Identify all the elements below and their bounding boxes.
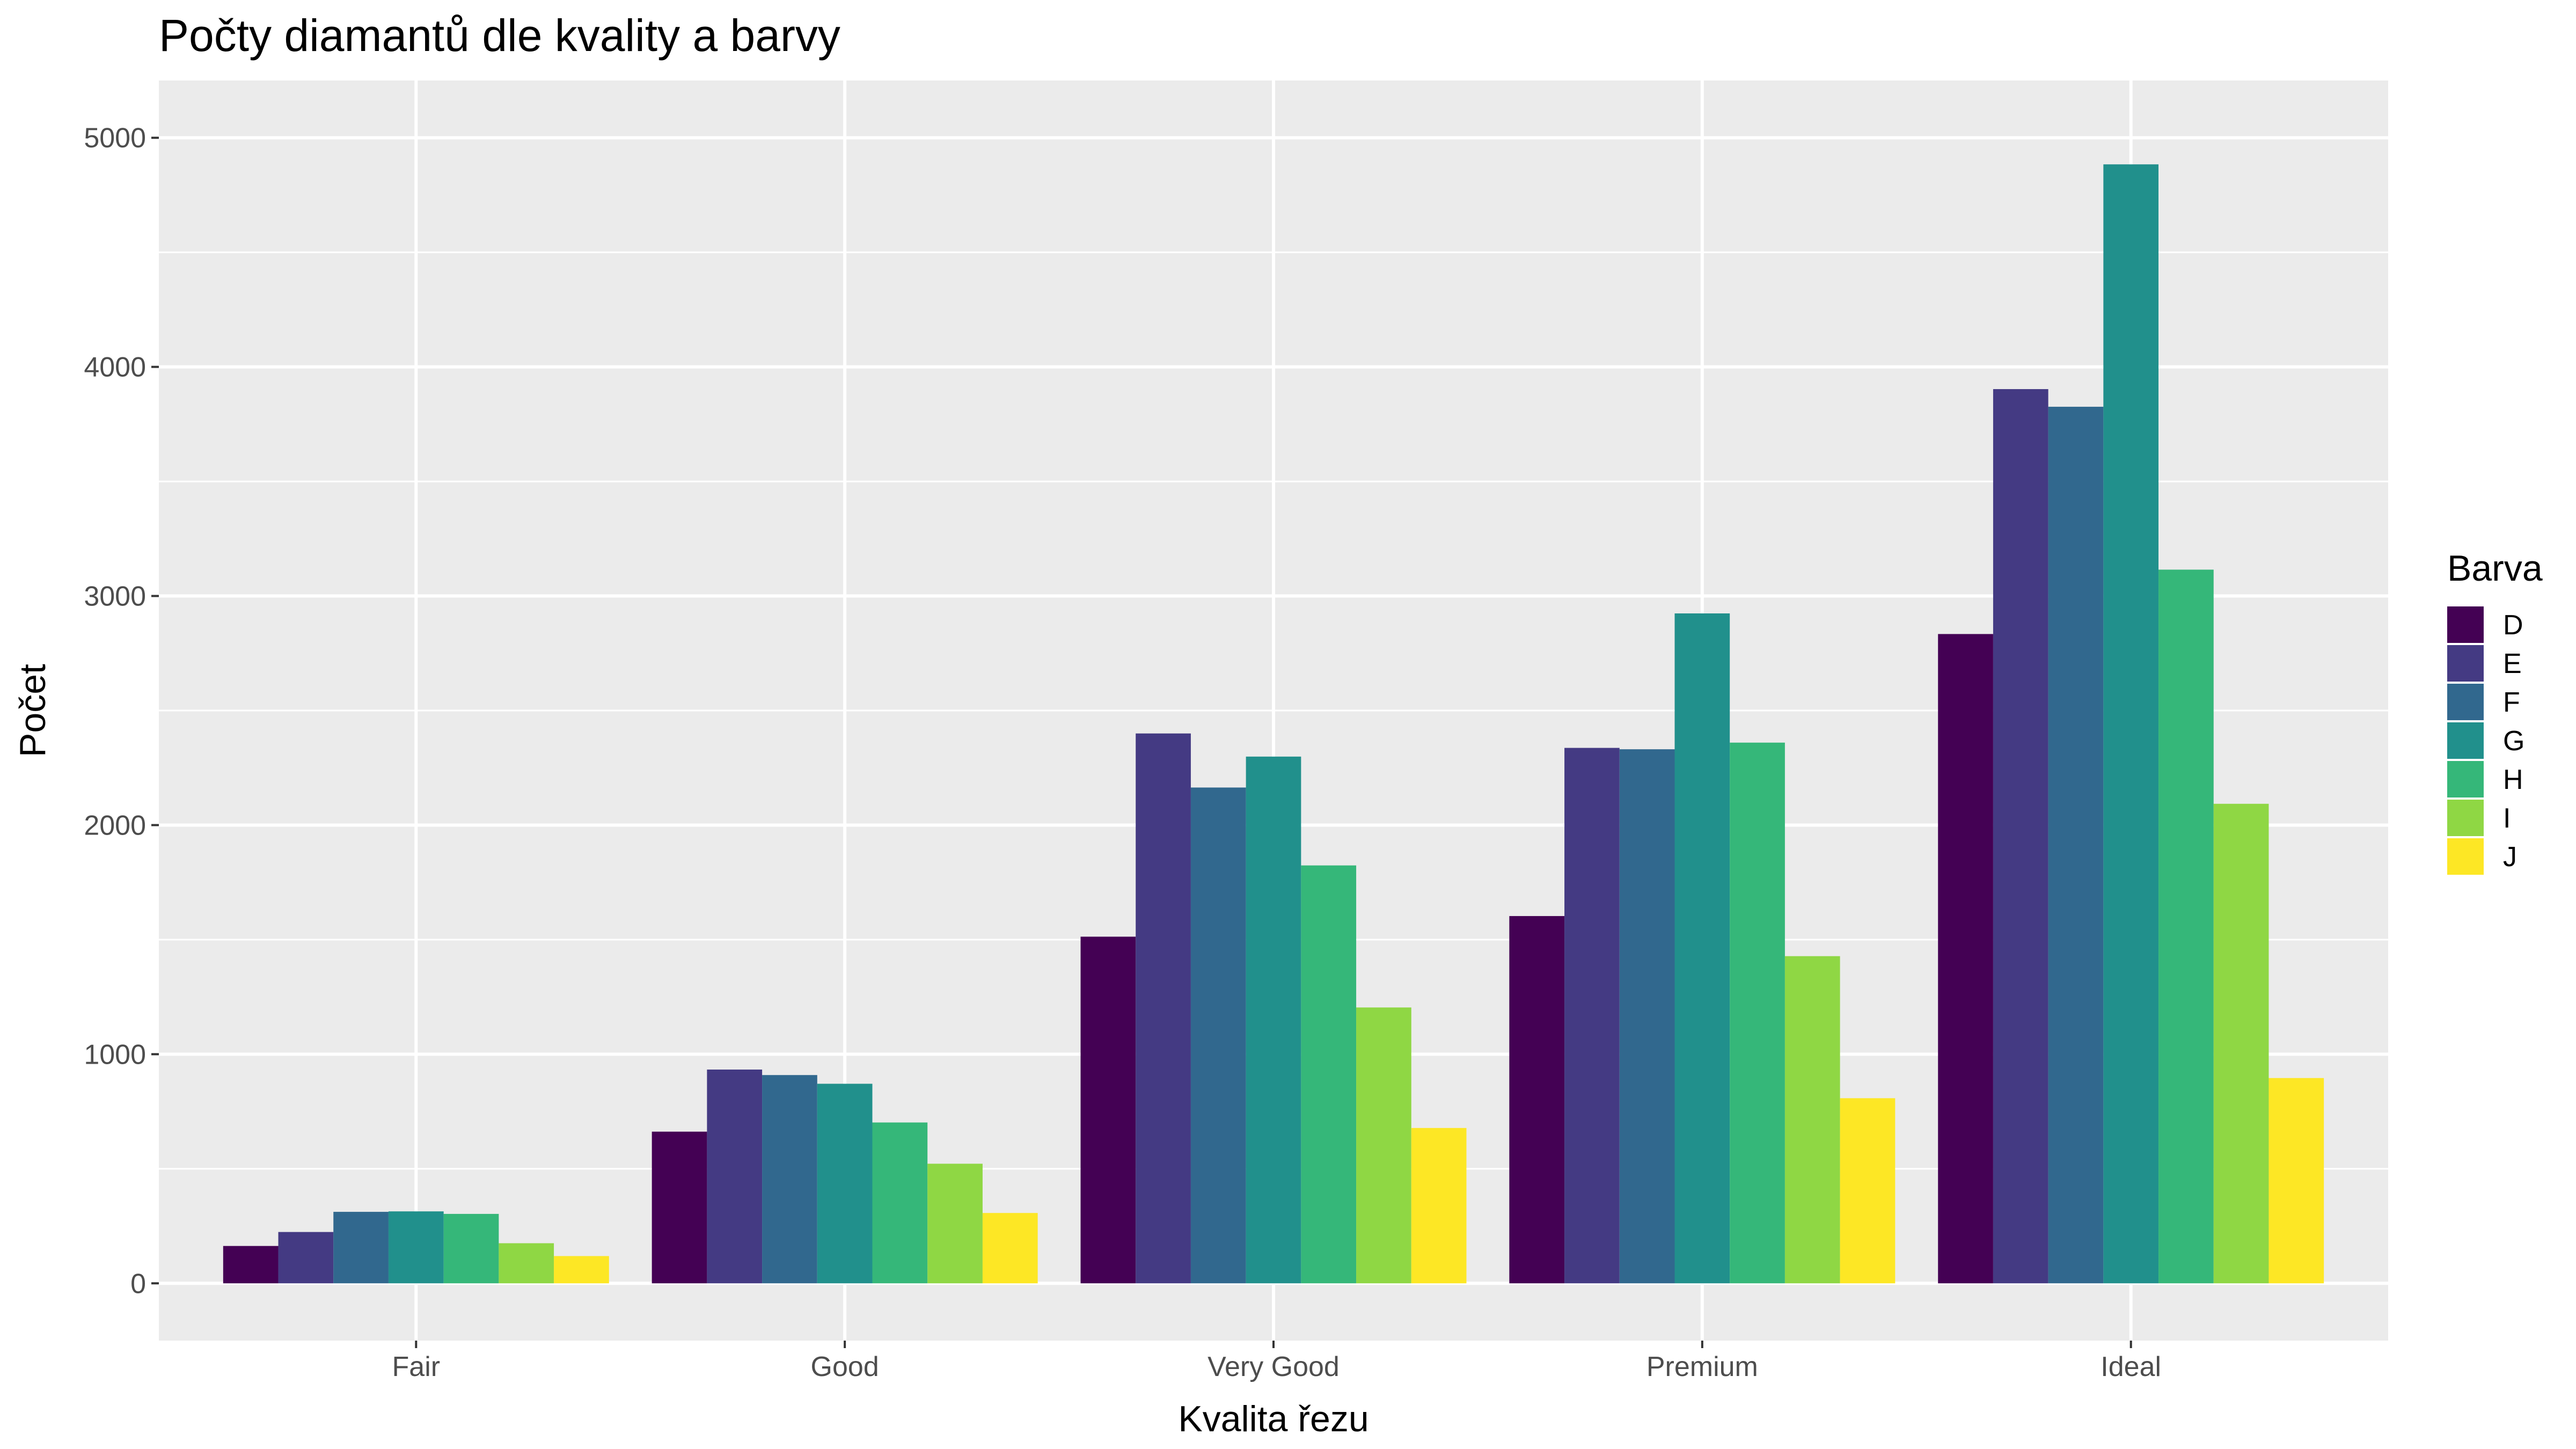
legend-label-h: H [2503,764,2523,795]
bar-good-f [762,1075,817,1284]
bar-ideal-i [2213,803,2269,1284]
legend-key-j [2447,838,2484,875]
y-tick-label: 4000 [84,352,146,383]
bar-very-good-d [1080,936,1136,1284]
legend-label-d: D [2503,610,2523,641]
bar-premium-i [1784,956,1840,1284]
bar-very-good-g [1246,756,1301,1284]
legend-label-f: F [2503,687,2520,718]
bar-premium-h [1730,742,1785,1284]
y-tick-label: 0 [130,1268,146,1299]
chart-title: Počty diamantů dle kvality a barvy [159,10,840,61]
legend-title: Barva [2447,548,2543,589]
bar-good-e [707,1069,763,1284]
bar-fair-d [223,1246,279,1284]
bar-fair-g [388,1211,444,1284]
y-axis: 0 1000 2000 3000 4000 5000 [84,123,159,1299]
x-tick-label: Good [811,1351,879,1382]
bar-fair-i [499,1243,554,1284]
bar-premium-e [1564,748,1620,1284]
bar-ideal-f [2048,406,2104,1284]
x-tick-label: Very Good [1208,1351,1340,1382]
bar-premium-f [1619,749,1675,1284]
bar-ideal-h [2158,569,2214,1284]
x-axis-title: Kvalita řezu [1178,1399,1368,1439]
x-axis: Fair Good Very Good Premium Ideal [392,1341,2161,1382]
bar-very-good-h [1301,865,1357,1284]
bar-premium-j [1840,1098,1896,1284]
legend-key-i [2447,800,2484,836]
legend-key-g [2447,722,2484,759]
bars [223,164,2324,1284]
bar-fair-j [554,1256,609,1284]
legend-label-e: E [2503,648,2522,679]
bar-ideal-j [2268,1078,2324,1284]
bar-very-good-e [1136,733,1191,1284]
legend-label-g: G [2503,726,2524,757]
legend-key-d [2447,606,2484,643]
bar-good-d [652,1131,707,1284]
bar-very-good-j [1411,1128,1467,1284]
bar-ideal-e [1993,389,2048,1284]
y-tick-label: 5000 [84,123,146,154]
x-tick-label: Ideal [2101,1351,2161,1382]
y-axis-title: Počet [12,664,53,757]
legend-label-i: I [2503,803,2511,834]
y-tick-label: 3000 [84,581,146,612]
bar-very-good-f [1190,787,1246,1284]
legend-key-e [2447,645,2484,682]
bar-premium-d [1509,916,1565,1284]
bar-very-good-i [1356,1007,1411,1284]
bar-good-h [872,1122,928,1284]
bar-fair-h [443,1213,499,1284]
y-tick-label: 1000 [84,1039,146,1070]
y-tick-label: 2000 [84,810,146,841]
legend-key-h [2447,761,2484,797]
legend-label-j: J [2503,841,2517,873]
bar-ideal-d [1938,634,1993,1284]
bar-good-i [927,1163,983,1284]
bar-good-g [817,1084,873,1284]
bar-fair-f [333,1212,389,1284]
bar-premium-g [1674,613,1730,1284]
legend-key-f [2447,684,2484,720]
bar-fair-e [278,1232,334,1284]
bar-ideal-g [2103,164,2159,1284]
x-tick-label: Premium [1646,1351,1758,1382]
x-tick-label: Fair [392,1351,441,1382]
bar-good-j [982,1213,1038,1284]
